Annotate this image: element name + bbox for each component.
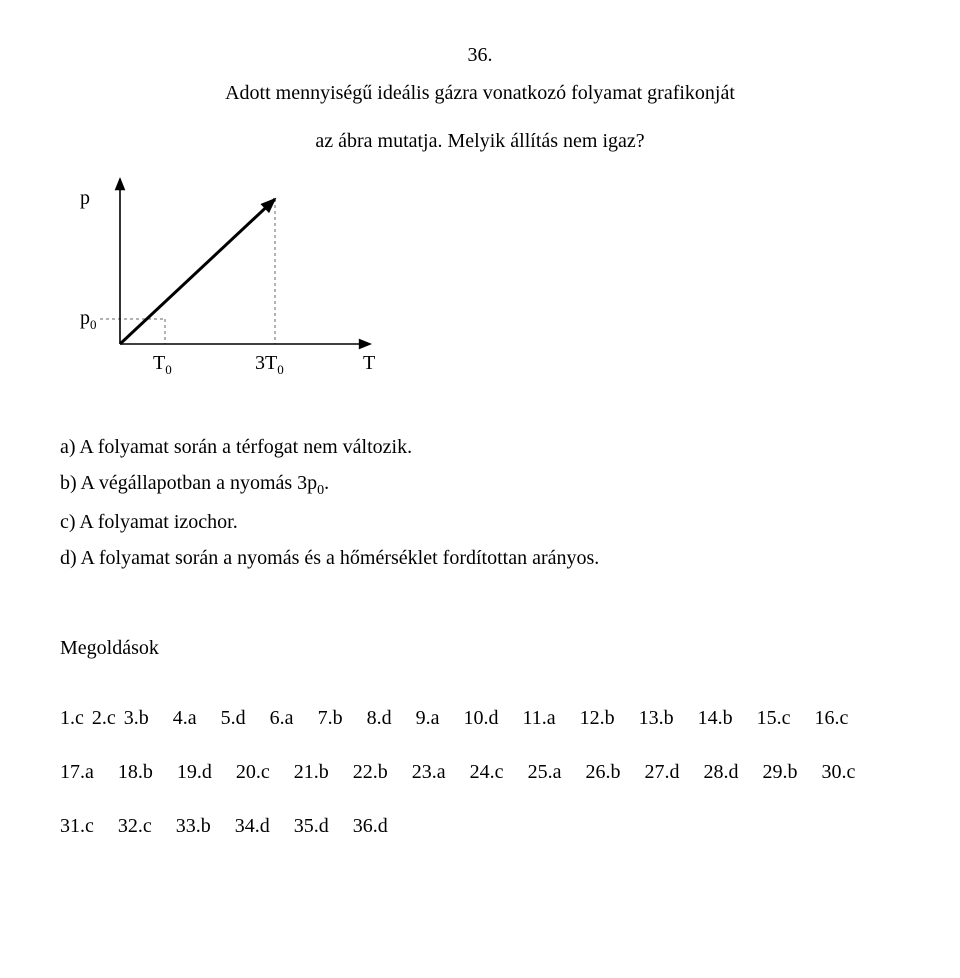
- answer-cell: 32.c: [118, 811, 152, 841]
- answer-cell: 3.b: [124, 703, 149, 733]
- svg-text:T: T: [363, 352, 375, 374]
- svg-text:p0: p0: [80, 307, 97, 332]
- svg-text:p: p: [80, 187, 90, 209]
- svg-text:T0: T0: [153, 352, 172, 377]
- options-block: a) A folyamat során a térfogat nem válto…: [60, 432, 900, 573]
- answer-cell: 7.b: [318, 703, 343, 733]
- answer-cell: 25.a: [528, 757, 562, 787]
- svg-text:3T0: 3T0: [255, 352, 284, 377]
- option-c: c) A folyamat izochor.: [60, 507, 900, 537]
- answer-cell: 8.d: [367, 703, 392, 733]
- answer-cell: 19.d: [177, 757, 212, 787]
- answer-cell: 10.d: [463, 703, 498, 733]
- answer-cell: 9.a: [416, 703, 440, 733]
- question-line-2: az ábra mutatja. Melyik állítás nem igaz…: [60, 126, 900, 156]
- option-d: d) A folyamat során a nyomás és a hőmérs…: [60, 543, 900, 573]
- answer-cell: 18.b: [118, 757, 153, 787]
- option-b-post: .: [324, 472, 329, 494]
- answer-cell: 1.c: [60, 703, 84, 733]
- answer-cell: 13.b: [639, 703, 674, 733]
- option-b-pre: b) A végállapotban a nyomás 3p: [60, 472, 317, 494]
- answer-cell: 17.a: [60, 757, 94, 787]
- answer-cell: 21.b: [294, 757, 329, 787]
- answer-cell: 23.a: [412, 757, 446, 787]
- answer-cell: 4.a: [173, 703, 197, 733]
- answer-cell: 2.c: [92, 703, 116, 733]
- option-a: a) A folyamat során a térfogat nem válto…: [60, 432, 900, 462]
- answers-grid: 1.c 2.c 3.b 4.a 5.d 6.a 7.b 8.d 9.a 10.d 11.a 12.b 1…: [60, 703, 900, 841]
- answer-cell: 22.b: [353, 757, 388, 787]
- answer-cell: 36.d: [353, 811, 388, 841]
- answer-cell: 28.d: [703, 757, 738, 787]
- answer-cell: 11.a: [522, 703, 555, 733]
- answer-cell: 5.d: [221, 703, 246, 733]
- option-b: b) A végállapotban a nyomás 3p0.: [60, 468, 900, 501]
- pt-diagram: p p0 T T0 3T0: [60, 174, 400, 414]
- answer-cell: 26.b: [585, 757, 620, 787]
- answer-cell: 31.c: [60, 811, 94, 841]
- answer-cell: 15.c: [757, 703, 791, 733]
- answer-cell: 30.c: [821, 757, 855, 787]
- answer-cell: 14.b: [698, 703, 733, 733]
- answer-cell: 29.b: [762, 757, 797, 787]
- answer-cell: 27.d: [644, 757, 679, 787]
- answer-cell: 6.a: [270, 703, 294, 733]
- answer-cell: 16.c: [814, 703, 848, 733]
- question-number: 36.: [60, 40, 900, 70]
- answer-cell: 35.d: [294, 811, 329, 841]
- answer-cell: 33.b: [176, 811, 211, 841]
- answer-cell: 20.c: [236, 757, 270, 787]
- solutions-title: Megoldások: [60, 633, 900, 663]
- question-line-1: Adott mennyiségű ideális gázra vonatkozó…: [60, 78, 900, 108]
- answer-cell: 24.c: [470, 757, 504, 787]
- answer-cell: 12.b: [580, 703, 615, 733]
- answer-cell: 34.d: [235, 811, 270, 841]
